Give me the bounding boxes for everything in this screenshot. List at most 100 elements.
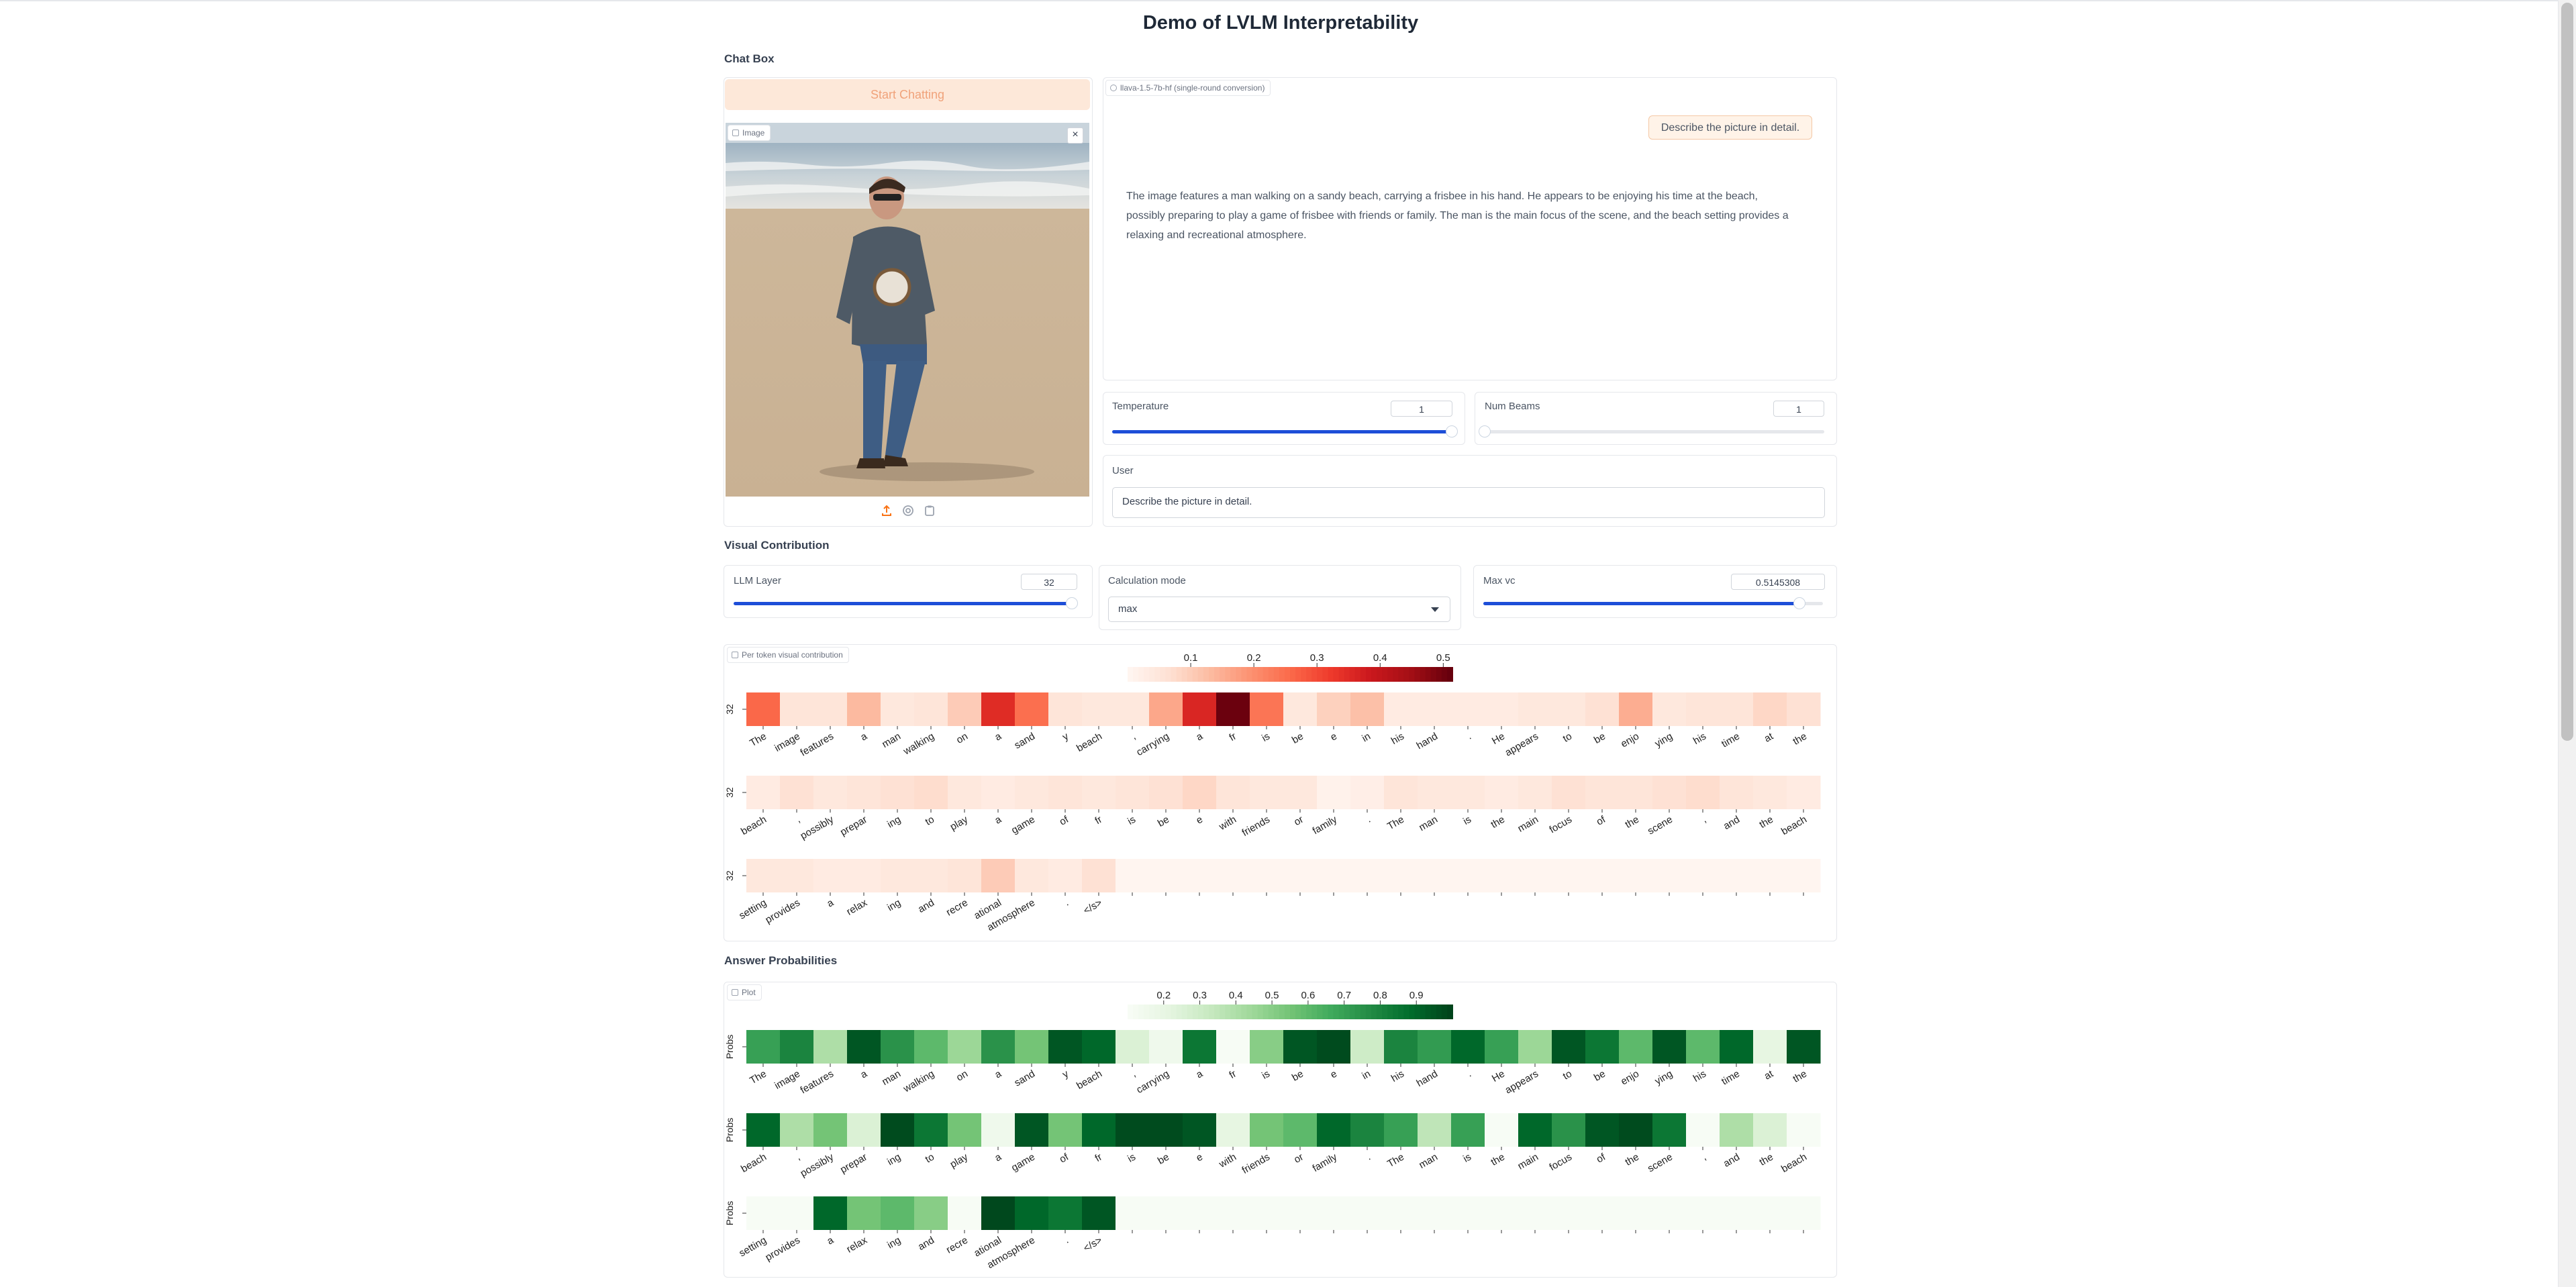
heatmap-cell [1652, 1196, 1687, 1230]
temperature-slider-fill [1112, 430, 1452, 433]
heatmap-cell [847, 692, 881, 726]
calculation-mode-select[interactable]: max [1108, 597, 1450, 622]
colorbar-segment [1414, 667, 1421, 682]
colorbar-segment [1403, 667, 1410, 682]
temperature-slider-thumb[interactable] [1446, 425, 1458, 437]
token-label: walking [901, 1068, 936, 1095]
colorbar-segment [1236, 1005, 1242, 1019]
token-label: recre [944, 1235, 970, 1256]
heatmap-cell [1216, 776, 1250, 809]
colorbar-segment [1165, 1005, 1172, 1019]
token-label: play [948, 813, 971, 833]
token-label: man [880, 1068, 903, 1088]
scrollbar-thumb[interactable] [2561, 3, 2573, 741]
num-beams-label: Num Beams [1485, 401, 1540, 412]
colorbar-segment [1290, 1005, 1297, 1019]
chat-box-label: Chat Box [724, 52, 775, 65]
num-beams-slider[interactable] [1479, 425, 1824, 437]
heatmap-cell [1350, 859, 1385, 892]
heatmap-cell [1686, 859, 1720, 892]
colorbar-segment [1344, 1005, 1350, 1019]
colorbar-segment [1409, 667, 1416, 682]
heatmap-cell [1015, 1030, 1049, 1064]
heatmap-cell [847, 1113, 881, 1147]
colorbar-segment [1344, 667, 1350, 682]
colorbar-segment [1144, 667, 1150, 682]
heatmap-cell [746, 859, 781, 892]
heatmap-cell [1585, 692, 1620, 726]
webcam-icon[interactable] [902, 505, 914, 517]
heatmap-cell [1048, 1113, 1083, 1147]
heatmap-cell [1384, 692, 1418, 726]
heatmap-cell [1686, 1196, 1720, 1230]
heatmap-cell [881, 776, 915, 809]
heatmap-cell [881, 859, 915, 892]
heatmap-cell [1250, 859, 1284, 892]
heatmap-cell [780, 1196, 814, 1230]
heatmap-cell [1015, 859, 1049, 892]
colorbar-segment [1187, 667, 1193, 682]
llm-layer-slider[interactable] [734, 597, 1078, 609]
heatmap-cell [1216, 1030, 1250, 1064]
heatmap-cell [1216, 1196, 1250, 1230]
colorbar-segment [1311, 1005, 1318, 1019]
token-label: possibly [799, 813, 836, 841]
temperature-slider[interactable] [1112, 425, 1458, 437]
heatmap-cell [1183, 692, 1217, 726]
num-beams-input[interactable]: 1 [1773, 401, 1824, 417]
token-label: </s> [1081, 897, 1104, 917]
max-vc-input[interactable]: 0.5145308 [1731, 574, 1825, 590]
token-label: , [1130, 1068, 1138, 1080]
heatmap-cell [1350, 776, 1385, 809]
llm-layer-slider-thumb[interactable] [1066, 597, 1078, 609]
page-scrollbar[interactable] [2558, 0, 2576, 1287]
token-label: prepar [838, 1151, 869, 1176]
colorbar-segment [1257, 667, 1264, 682]
heatmap-cell [1317, 1113, 1351, 1147]
llm-layer-input[interactable]: 32 [1021, 574, 1077, 590]
heatmap-cell [1787, 859, 1821, 892]
upload-icon[interactable] [881, 505, 893, 517]
token-label: a [993, 1068, 1003, 1080]
image-upload[interactable] [726, 123, 1089, 497]
token-label: . [1062, 1235, 1071, 1246]
colorbar-tick-label: 0.4 [1373, 652, 1387, 664]
heatmap-cell [1418, 859, 1452, 892]
colorbar-segment [1273, 1005, 1280, 1019]
clipboard-icon[interactable] [924, 505, 936, 517]
heatmap-cell [1183, 776, 1217, 809]
heatmap-cell [847, 1030, 881, 1064]
token-label: time [1720, 1068, 1742, 1088]
user-input-textarea[interactable]: Describe the picture in detail. [1112, 487, 1825, 518]
token-label: appears [1503, 731, 1540, 759]
token-label: a [858, 730, 869, 743]
heatmap-cell [1317, 1030, 1351, 1064]
token-label: e [1194, 814, 1205, 827]
num-beams-slider-thumb[interactable] [1479, 425, 1491, 437]
colorbar-segment [1154, 1005, 1161, 1019]
temperature-input[interactable]: 1 [1391, 401, 1452, 417]
colorbar-segment [1360, 1005, 1367, 1019]
heatmap-cell [813, 859, 848, 892]
colorbar-segment [1197, 667, 1204, 682]
heatmap-cell [1451, 1113, 1485, 1147]
colorbar-segment [1349, 667, 1356, 682]
heatmap-cell [1552, 859, 1586, 892]
visual-contribution-plot-label: Per token visual contribution [742, 650, 843, 660]
max-vc-slider-thumb[interactable] [1793, 597, 1805, 609]
token-label: the [1623, 814, 1641, 831]
heatmap-cell [1652, 692, 1687, 726]
token-label: play [948, 1151, 971, 1170]
heatmap-cell [813, 1030, 848, 1064]
max-vc-slider[interactable] [1483, 597, 1823, 609]
colorbar-segment [1220, 667, 1226, 682]
heatmap-cell [1720, 1113, 1754, 1147]
colorbar-segment [1284, 1005, 1291, 1019]
colorbar-segment [1133, 667, 1140, 682]
token-label: enjo [1619, 1068, 1641, 1088]
start-chatting-button[interactable]: Start Chatting [725, 79, 1090, 110]
heatmap-cell [1552, 1113, 1586, 1147]
close-icon[interactable]: × [1067, 127, 1083, 144]
colorbar-segment [1446, 1005, 1453, 1019]
